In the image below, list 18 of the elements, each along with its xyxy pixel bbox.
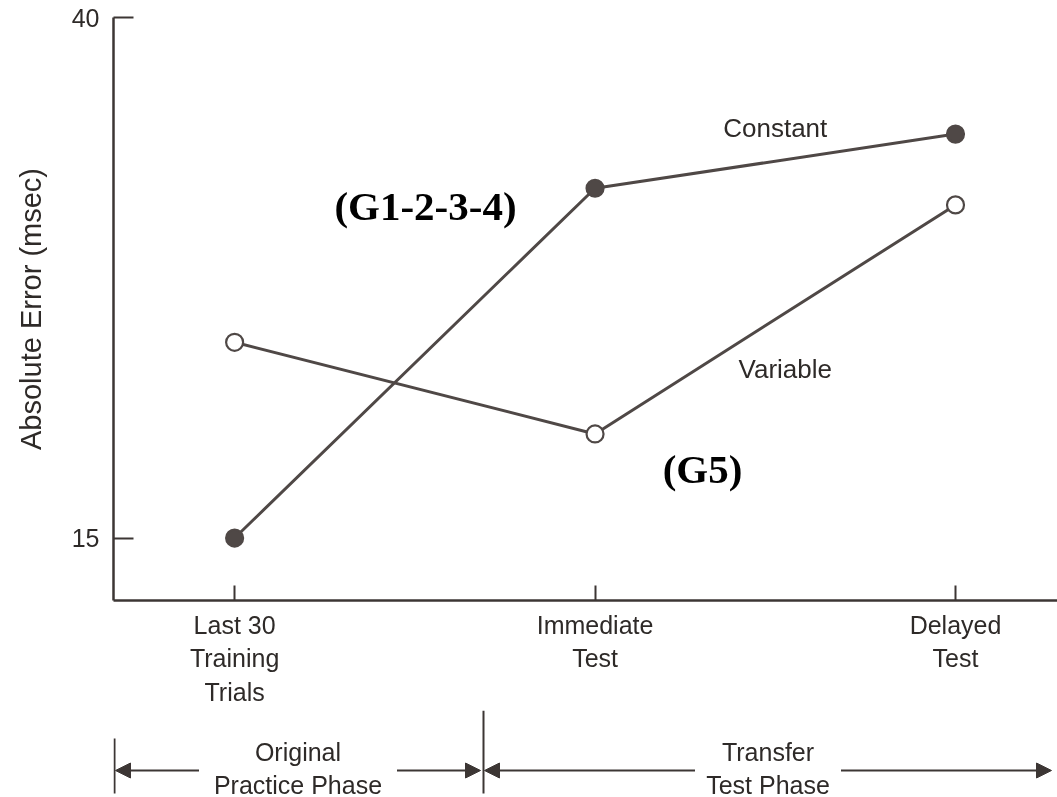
x-tick-label: Delayed Test <box>909 610 1002 673</box>
annotation: (G5) <box>662 445 743 492</box>
point <box>225 332 245 352</box>
series-label: Variable <box>738 354 833 385</box>
y-axis-title: Absolute Error (msec) <box>14 167 47 451</box>
point <box>225 528 245 548</box>
point <box>585 178 605 198</box>
text: Original Practice Phase <box>213 737 383 797</box>
point <box>585 424 605 444</box>
series-label: Constant <box>723 113 829 144</box>
annotation: (G1-2-3-4) <box>334 182 517 229</box>
x-tick-label: Last 30 Training Trials <box>189 610 280 706</box>
point <box>945 195 966 215</box>
point <box>945 124 966 144</box>
text: Transfer Test Phase <box>706 737 830 797</box>
y-tick-label: 15 <box>71 524 100 553</box>
x-tick-label: Immediate Test <box>536 610 654 673</box>
y-tick-label: 40 <box>71 3 100 32</box>
